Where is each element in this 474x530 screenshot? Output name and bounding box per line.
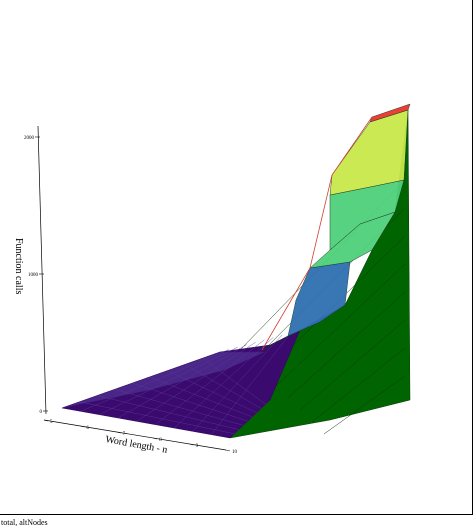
side-mesh-line <box>323 375 406 435</box>
x-tick-label: 7 <box>123 432 126 437</box>
x-tick <box>80 425 85 428</box>
x-axis-line <box>43 419 227 451</box>
base-mesh-line <box>99 346 238 415</box>
x-tick <box>189 443 194 446</box>
side-mesh-line <box>287 291 406 399</box>
z-axis-line <box>37 125 47 415</box>
surface-ridge-line <box>261 116 373 351</box>
base-mesh-line <box>155 339 265 425</box>
base-mesh-line <box>149 376 253 418</box>
base-mesh-line <box>202 358 266 405</box>
x-tick-label: 8 <box>159 438 162 443</box>
x-tick <box>225 449 231 452</box>
side-mesh-line <box>275 263 406 387</box>
x-tick-label: 6 <box>86 426 89 431</box>
x-tick <box>116 431 121 434</box>
base-mesh-line <box>80 349 229 412</box>
base-mesh-line <box>97 395 239 430</box>
base-mesh-line <box>114 389 244 426</box>
z-tick-label: 0 <box>40 410 43 415</box>
side-mesh-line <box>311 347 406 423</box>
base-mesh-line <box>136 342 256 422</box>
z-tick-label: 1000 <box>28 273 39 278</box>
surface-mesh <box>61 103 411 439</box>
surface-base-light <box>61 351 266 409</box>
x-tick <box>43 419 49 422</box>
base-mesh-line <box>173 337 274 429</box>
x-tick-label: 9 <box>196 444 199 449</box>
base-mesh-line <box>79 401 235 434</box>
base-mesh-line <box>184 364 262 409</box>
chart-frame: 0 1000 2000 5 6 7 8 9 10 Word length - n Function … <box>0 0 473 515</box>
base-mesh-line <box>211 332 292 435</box>
z-axis-title: Function calls <box>13 238 24 294</box>
x-tick-label: 5 <box>50 420 53 425</box>
x-tick <box>153 437 158 440</box>
base-mesh-line <box>167 370 257 413</box>
x-tick-label: 10 <box>232 450 238 455</box>
chart-caption: total, altNodes <box>1 518 48 527</box>
side-mesh-line <box>299 319 406 411</box>
base-mesh-line <box>192 334 283 432</box>
base-mesh-line <box>117 344 247 419</box>
base-mesh-line <box>132 382 248 422</box>
z-tick-label: 2000 <box>24 136 35 141</box>
